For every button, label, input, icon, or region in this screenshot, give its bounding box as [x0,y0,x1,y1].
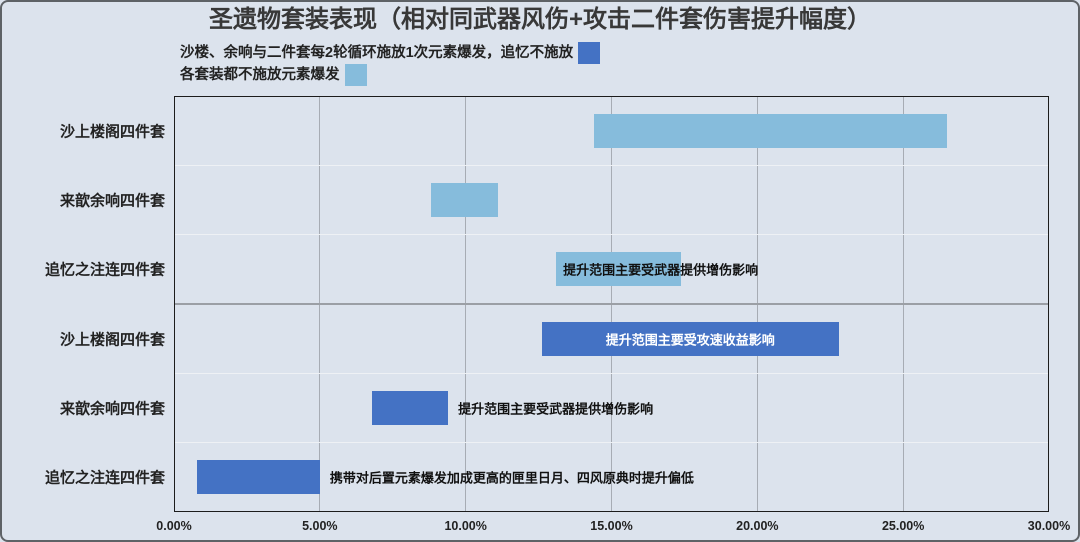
bar-no-burst-shimenawa [556,252,682,287]
legend-label: 沙楼、余响与二件套每2轮循环施放1次元素爆发，追忆不施放 [180,45,574,61]
category-label: 沙上楼阁四件套 [59,331,165,349]
horizontal-gridline [174,372,1049,374]
legend-item-no-burst: 各套装都不施放元素爆发 [180,64,367,86]
category-label: 来歆余响四件套 [59,400,165,418]
bar-burst-shimenawa [197,460,320,495]
category-label: 追忆之注连四件套 [44,469,165,487]
bar-annotation: 提升范围主要受武器提供增伤影响 [458,401,654,417]
horizontal-gridline [174,164,1049,166]
bar-burst-desert-pavilion [541,321,839,356]
x-tick-label: 30.00% [1027,519,1071,533]
horizontal-gridline [174,442,1049,444]
x-tick-label: 10.00% [444,519,487,533]
x-tick-label: 15.00% [590,519,633,533]
legend-label: 各套装都不施放元素爆发 [180,67,340,83]
legend-item-burst: 沙楼、余响与二件套每2轮循环施放1次元素爆发，追忆不施放 [180,42,601,64]
legend-swatch [578,42,601,64]
group-separator [174,303,1049,305]
x-tick-label: 25.00% [881,519,925,533]
horizontal-gridline [174,234,1049,236]
category-label: 来歆余响四件套 [59,192,165,210]
bar-annotation: 提升范围主要受武器提供增伤影响 [563,262,759,278]
bar-burst-echoes [372,391,449,425]
bar-no-burst-desert-pavilion [594,113,947,148]
legend-swatch [344,64,367,86]
x-tick-label: 5.00% [302,519,338,533]
bar-no-burst-echoes [430,183,498,217]
category-label: 沙上楼阁四件套 [59,123,165,141]
bar-annotation: 携带对后置元素爆发加成更高的匣里日月、四风原典时提升偏低 [329,470,694,486]
chart-title: 圣遗物套装表现（相对同武器风伤+攻击二件套伤害提升幅度） [208,6,871,33]
category-label: 追忆之注连四件套 [44,261,165,279]
bar-annotation: 提升范围主要受攻速收益影响 [605,332,775,348]
x-tick-label: 20.00% [736,519,779,533]
x-tick-label: 0.00% [156,519,192,533]
